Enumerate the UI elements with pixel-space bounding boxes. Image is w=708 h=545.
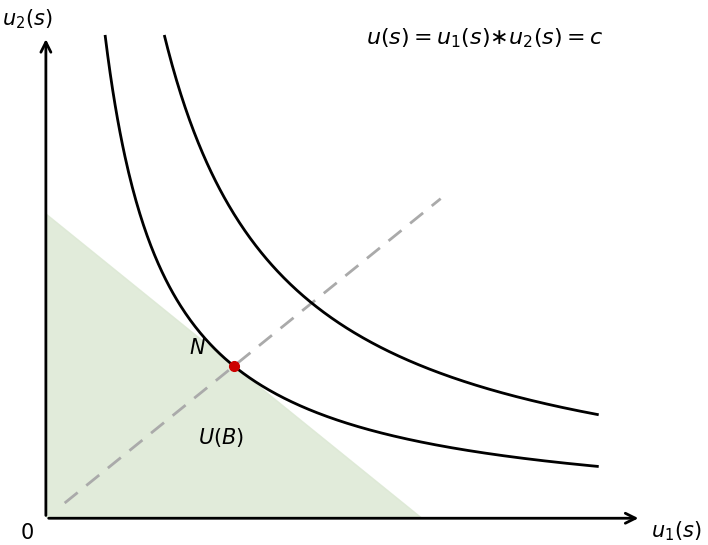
Text: $u(s){=}u_1(s){\ast}u_2(s){=}c$: $u(s){=}u_1(s){\ast}u_2(s){=}c$ xyxy=(366,26,603,50)
Text: $u_2(s)$: $u_2(s)$ xyxy=(2,8,52,31)
Text: $U(B)$: $U(B)$ xyxy=(198,426,244,449)
Polygon shape xyxy=(46,214,422,518)
Text: $u_1(s)$: $u_1(s)$ xyxy=(651,519,701,543)
Text: $0$: $0$ xyxy=(20,523,34,543)
Text: $N$: $N$ xyxy=(188,338,206,359)
